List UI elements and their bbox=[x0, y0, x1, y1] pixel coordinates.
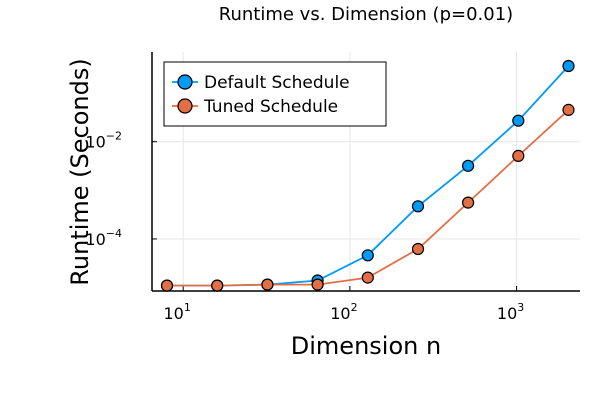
y-axis-label: Runtime (Seconds) bbox=[66, 58, 94, 285]
legend: Default Schedule Tuned Schedule bbox=[163, 61, 387, 127]
series-2 bbox=[160, 103, 575, 292]
y-tick-label-exponent: −2 bbox=[106, 130, 122, 143]
x-tick-label: 101 bbox=[164, 301, 191, 323]
y-tick-label-exponent: −4 bbox=[106, 227, 122, 240]
series-1-point bbox=[361, 249, 374, 262]
x-tick-label-exponent: 1 bbox=[184, 301, 191, 314]
series-2-point bbox=[211, 279, 224, 292]
x-tick-label: 102 bbox=[330, 301, 357, 323]
legend-box bbox=[163, 61, 387, 127]
series-2-point bbox=[512, 149, 525, 162]
x-tick-label-exponent: 3 bbox=[517, 301, 524, 314]
legend-swatch-marker bbox=[177, 74, 193, 90]
series-1-point bbox=[411, 200, 425, 213]
series-2-point bbox=[462, 196, 475, 209]
legend-swatch-marker bbox=[177, 98, 193, 114]
x-axis-label: Dimension n bbox=[291, 332, 441, 360]
series-2-point bbox=[160, 279, 174, 292]
series-2-point bbox=[261, 278, 274, 291]
series-2-point bbox=[562, 103, 575, 117]
legend-label: Tuned Schedule bbox=[203, 97, 338, 117]
axes-layer bbox=[151, 52, 580, 292]
series-2-point bbox=[411, 242, 425, 256]
series-1-point bbox=[562, 59, 575, 73]
chart-title: Runtime vs. Dimension (p=0.01) bbox=[219, 4, 513, 25]
series-2-point bbox=[361, 271, 374, 284]
series-layer bbox=[160, 59, 575, 292]
series-1-point bbox=[512, 114, 525, 127]
x-tick-label-exponent: 2 bbox=[351, 301, 358, 314]
x-tick-label: 103 bbox=[497, 301, 524, 323]
legend-label: Default Schedule bbox=[204, 73, 350, 93]
series-1-point bbox=[462, 159, 475, 172]
series-2-point bbox=[311, 278, 324, 291]
